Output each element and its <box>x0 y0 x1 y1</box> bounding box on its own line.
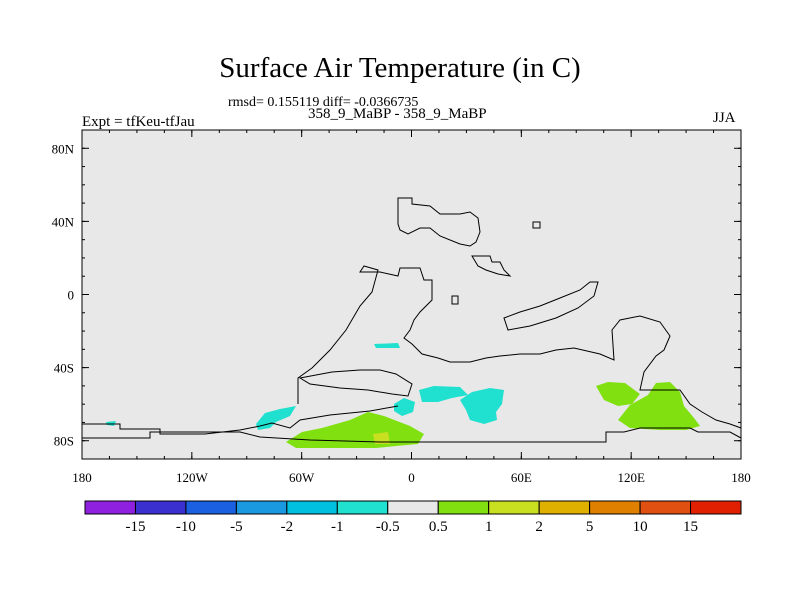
anomaly-warm-4 <box>618 382 700 430</box>
colorbar-box <box>387 500 439 515</box>
stats-text: rmsd= 0.155119 diff= -0.0366735 <box>228 95 419 110</box>
colorbar-label: 5 <box>586 519 594 535</box>
colorbar-label: -10 <box>176 519 196 535</box>
colorbar-label: -2 <box>281 519 294 535</box>
colorbar-box <box>134 500 187 515</box>
colorbar-box <box>589 500 641 515</box>
anomaly-warm-1 <box>286 412 424 448</box>
anomaly-cool-2 <box>394 398 415 416</box>
plot-title: Surface Air Temperature (in C) <box>219 52 581 84</box>
colorbar-label: 15 <box>683 519 698 535</box>
colorbar-box <box>639 500 692 515</box>
lon-tick-label: 180 <box>72 470 92 485</box>
subtitle: 358_9_MaBP - 358_9_MaBP <box>308 106 487 122</box>
coastline-continent-3 <box>471 255 512 277</box>
coastline-antarctic-2 <box>82 427 742 443</box>
colorbar-box <box>185 500 237 515</box>
lon-tick-label: 60E <box>511 470 532 485</box>
lon-tick-label: 120E <box>617 470 645 485</box>
colorbar: -15 -10 -5 -2 -1 -0.5 0.5 1 2 5 10 15 <box>84 500 742 535</box>
anomaly-cool-1 <box>374 343 400 348</box>
lat-tick-label: 80S <box>54 434 74 449</box>
lat-tick-label: 80N <box>52 141 75 156</box>
experiment-label: Expt = tfKeu-tfJau <box>82 114 195 130</box>
colorbar-label: -5 <box>230 519 243 535</box>
anomaly-warm-2 <box>373 432 390 444</box>
colorbar-box <box>488 500 540 515</box>
coastlines <box>82 197 742 443</box>
anomaly-warm-3 <box>596 382 640 406</box>
colorbar-box <box>336 500 389 515</box>
coastline-antarctic-1 <box>82 405 399 435</box>
lon-tick-label: 180 <box>731 470 751 485</box>
anomaly-shading <box>106 343 700 448</box>
coastline-island-2 <box>451 295 459 305</box>
anomaly-cool-3 <box>419 386 468 402</box>
colorbar-box <box>286 500 338 515</box>
colorbar-label: 2 <box>535 519 543 535</box>
colorbar-label: 0.5 <box>429 519 448 535</box>
colorbar-label: -1 <box>331 519 344 535</box>
colorbar-label: 1 <box>485 519 493 535</box>
season-label: JJA <box>713 110 736 126</box>
colorbar-box <box>690 500 742 515</box>
coastline-continent-5 <box>298 369 413 397</box>
colorbar-box <box>538 500 591 515</box>
lon-tick-label: 0 <box>408 470 415 485</box>
colorbar-label: -15 <box>125 519 145 535</box>
coastline-continent-1 <box>297 265 742 429</box>
lat-tick-label: 40N <box>52 214 75 229</box>
axis-ticks: 80N 40N 0 40S 80S 180 120W 60W 0 60E 120E 180 <box>52 129 751 485</box>
anomaly-cool-4 <box>460 388 504 424</box>
colorbar-box <box>235 500 288 515</box>
lat-tick-label: 0 <box>68 288 75 303</box>
colorbar-box <box>437 500 490 515</box>
lon-tick-label: 60W <box>289 470 315 485</box>
colorbar-label: 10 <box>633 519 648 535</box>
coastline-continent-4 <box>503 281 599 331</box>
lon-tick-label: 120W <box>176 470 209 485</box>
colorbar-label: -0.5 <box>376 519 400 535</box>
coastline-island-1 <box>532 221 541 229</box>
lat-tick-label: 40S <box>54 361 74 376</box>
colorbar-box <box>84 500 136 515</box>
coastline-continent-2 <box>397 197 481 247</box>
